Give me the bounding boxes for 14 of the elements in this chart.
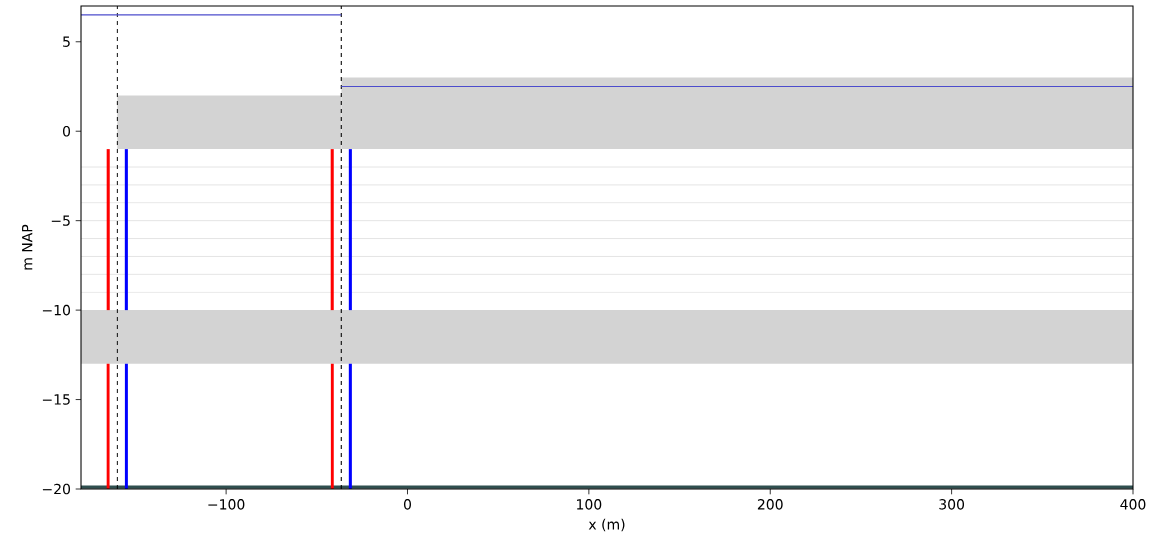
x-tick-label: 200 bbox=[757, 499, 783, 510]
x-axis-title: x (m) bbox=[588, 518, 625, 532]
y-axis-title: m NAP bbox=[22, 224, 33, 270]
y-tick-label: −20 bbox=[42, 483, 71, 495]
y-tick-label: −15 bbox=[42, 394, 70, 405]
y-tick-label: 0 bbox=[62, 125, 71, 137]
x-tick-label: 300 bbox=[939, 499, 965, 510]
x-tick-label: −100 bbox=[208, 499, 245, 510]
x-tick-label: 0 bbox=[403, 499, 411, 510]
y-tick-label: −5 bbox=[51, 215, 70, 226]
y-tick-label: 5 bbox=[63, 36, 70, 47]
x-tick-label: 400 bbox=[1120, 499, 1146, 510]
y-tick-label: −10 bbox=[42, 304, 71, 316]
x-tick-label: 100 bbox=[577, 499, 602, 510]
